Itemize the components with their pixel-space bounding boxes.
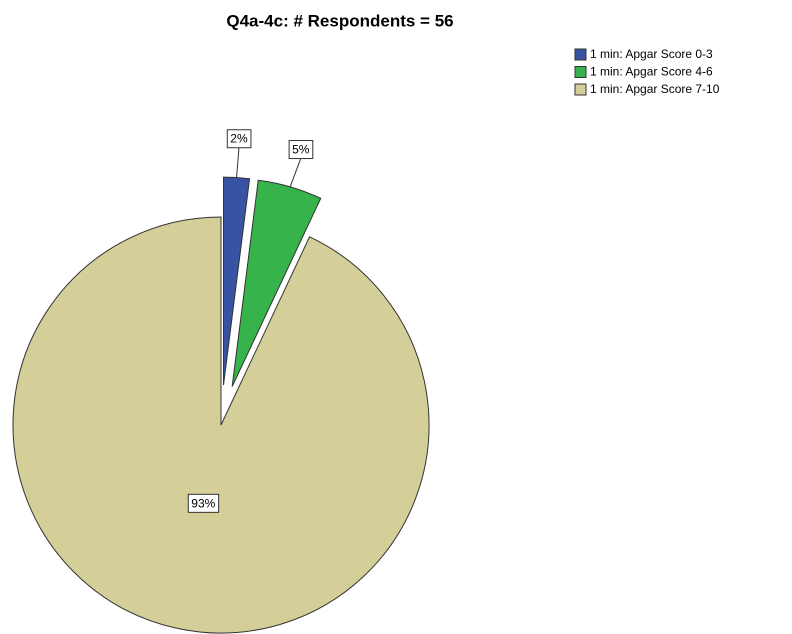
data-label-box bbox=[226, 129, 252, 149]
legend-swatch bbox=[574, 66, 587, 78]
legend-label: 1 min: Apgar Score 0-3 bbox=[590, 47, 713, 61]
chart-title: Q4a-4c: # Respondents = 56 bbox=[226, 11, 453, 30]
data-label: 93% bbox=[191, 496, 215, 510]
legend-swatch bbox=[574, 48, 587, 61]
leader-line bbox=[236, 147, 240, 178]
pie-slice bbox=[12, 216, 430, 634]
data-label: 2% bbox=[230, 132, 248, 146]
data-label-box bbox=[187, 493, 220, 513]
legend-swatch bbox=[574, 83, 587, 96]
data-label-box bbox=[288, 140, 314, 160]
data-label: 5% bbox=[292, 143, 310, 157]
legend-label: 1 min: Apgar Score 7-10 bbox=[590, 82, 720, 96]
leader-line bbox=[289, 158, 302, 188]
legend-label: 1 min: Apgar Score 4-6 bbox=[590, 65, 713, 79]
